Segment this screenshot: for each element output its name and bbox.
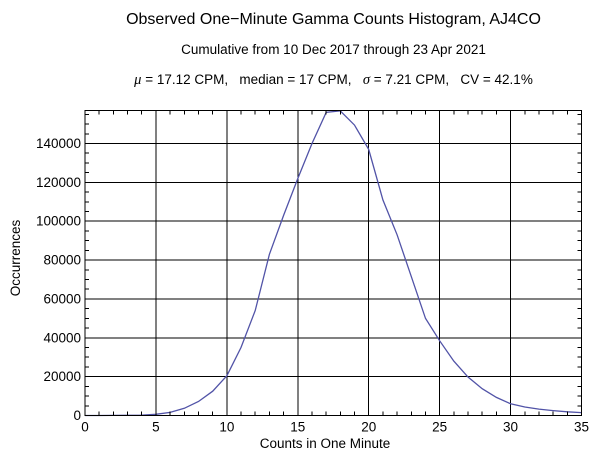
x-tick-label: 5 [152,420,160,435]
x-tick-label: 0 [81,420,89,435]
axis-ticks [84,110,582,416]
mu-symbol: μ [134,71,142,88]
x-tick-label: 25 [432,420,447,435]
histogram-curve [85,110,582,417]
x-tick-label: 30 [503,420,518,435]
median-label: median [239,71,284,87]
chart-subtitle: Cumulative from 10 Dec 2017 through 23 A… [181,42,486,57]
gridlines [85,110,582,416]
y-tick-label: 60000 [43,291,81,306]
chart-title: Observed One−Minute Gamma Counts Histogr… [126,11,541,28]
x-axis-label: Counts in One Minute [260,436,391,451]
y-tick-label: 120000 [36,175,81,190]
x-tick-label: 15 [290,420,305,435]
x-tick-labels: 0 5 10 15 20 25 30 35 [81,420,589,435]
curve-layer [85,110,582,417]
y-tick-label: 100000 [36,214,81,229]
sigma-symbol: σ [362,71,370,88]
cv-label: CV [460,71,480,87]
y-axis-label: Occurrences [8,219,23,296]
y-tick-label: 0 [73,408,81,423]
mu-value: = 17.12 CPM, [141,71,240,87]
x-tick-label: 10 [219,420,234,435]
y-tick-label: 20000 [43,369,81,384]
chart-stats-line: μ = 17.12 CPM, median = 17 CPM, σ = 7.21… [85,72,582,89]
sigma-value: = 7.21 CPM, [369,71,461,87]
cv-value: = 42.1% [479,71,533,87]
y-tick-label: 80000 [43,253,81,268]
y-tick-label: 40000 [43,330,81,345]
median-value: = 17 CPM, [283,71,363,87]
x-tick-label: 20 [361,420,376,435]
y-tick-label: 140000 [36,136,81,151]
y-tick-labels: 0 20000 40000 60000 80000 100000 120000 140000 [36,136,81,423]
x-tick-label: 35 [574,420,589,435]
plot-frame [84,110,582,416]
